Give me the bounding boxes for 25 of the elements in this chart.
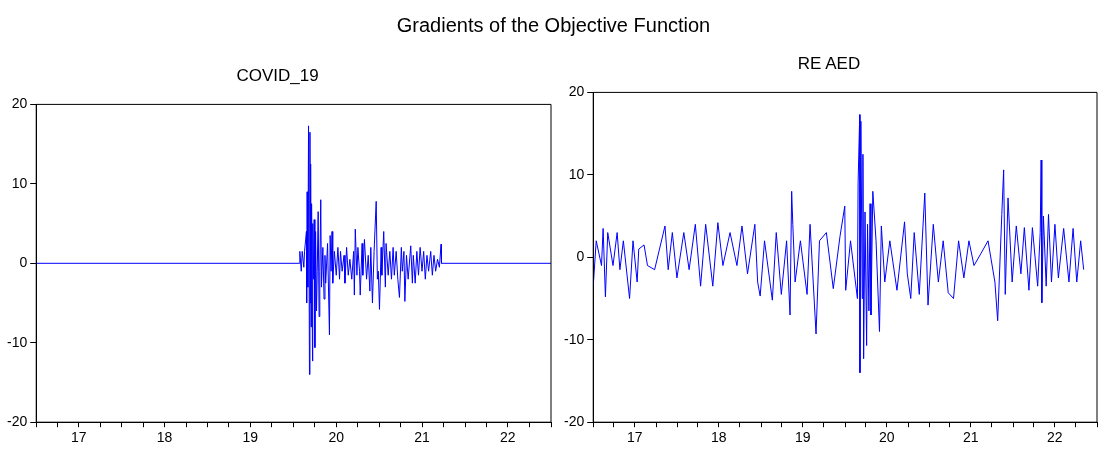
y-tick-label: -20 bbox=[564, 413, 585, 430]
chart-title: COVID_19 bbox=[236, 65, 319, 85]
text: Gradients of the Objective Function bbox=[395, 14, 712, 37]
chart-title: RE AED bbox=[797, 53, 861, 73]
y-tick-label: 20 bbox=[11, 95, 28, 112]
x-tick-label: 20 bbox=[328, 429, 345, 446]
x-tick-label: 19 bbox=[242, 429, 259, 446]
y-tick-label: 0 bbox=[19, 254, 28, 271]
x-tick-label: 18 bbox=[710, 429, 727, 446]
y-tick-label: -10 bbox=[7, 333, 28, 350]
y-tick-label: 10 bbox=[568, 165, 585, 182]
x-tick-label: 18 bbox=[156, 429, 173, 446]
y-tick-label: -20 bbox=[7, 413, 28, 430]
x-tick-label: 17 bbox=[627, 429, 643, 446]
x-tick-label: 21 bbox=[962, 429, 979, 446]
y-tick-label: 10 bbox=[11, 174, 28, 191]
y-tick-label: 20 bbox=[568, 83, 585, 100]
y-tick-label: -10 bbox=[564, 330, 585, 347]
x-tick-label: 21 bbox=[414, 429, 431, 446]
x-tick-label: 22 bbox=[499, 429, 516, 446]
x-tick-label: 19 bbox=[794, 429, 811, 446]
x-tick-label: 22 bbox=[1046, 429, 1063, 446]
x-tick-label: 17 bbox=[70, 429, 87, 446]
x-tick-label: 20 bbox=[879, 429, 895, 446]
y-tick-label: 0 bbox=[576, 248, 585, 265]
